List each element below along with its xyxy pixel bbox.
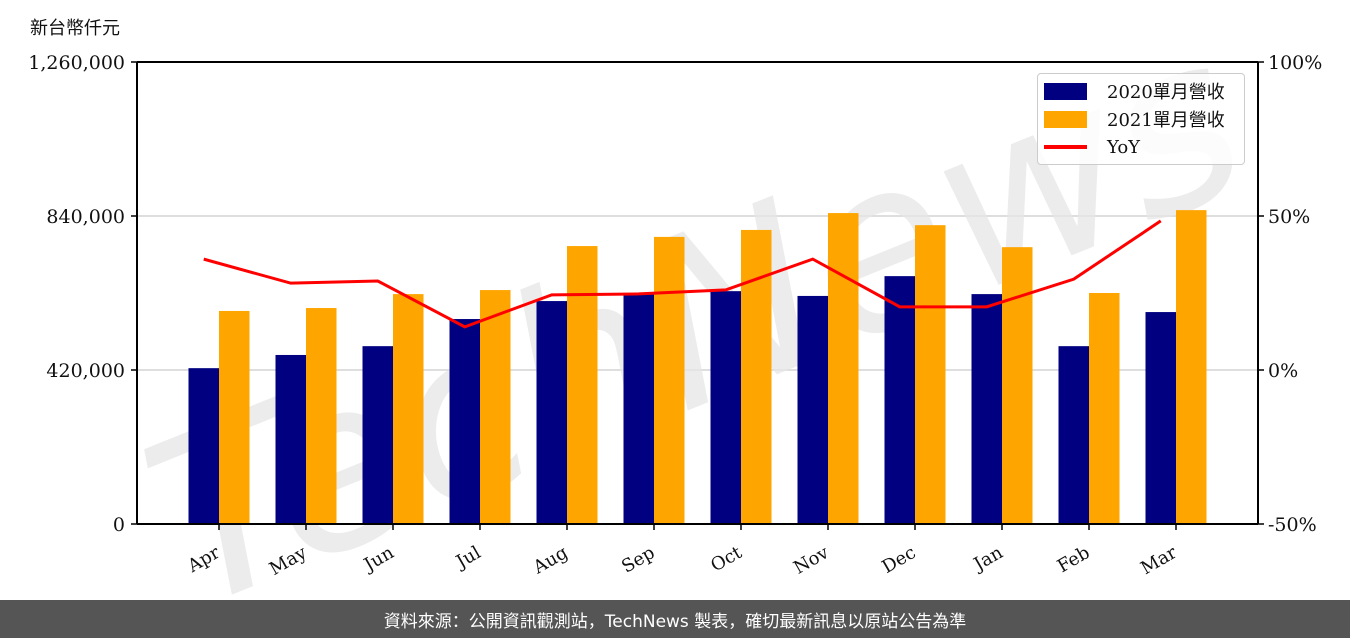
y2-tick-label: -50% bbox=[1268, 514, 1317, 536]
bar-2021 bbox=[1089, 293, 1120, 524]
bar-2020 bbox=[884, 276, 915, 524]
y-tick-label: 1,260,000 bbox=[28, 52, 125, 74]
bar-2020 bbox=[362, 346, 393, 524]
bar-2021 bbox=[393, 294, 424, 524]
y-tick-label: 420,000 bbox=[46, 360, 125, 382]
chart-area: 新台幣仟元 TechNews 0 420,000 840,000 1,260,000 -5… bbox=[28, 0, 1322, 600]
y2-tick-label: 100% bbox=[1268, 52, 1322, 74]
yoy-line bbox=[203, 219, 1162, 329]
x-tick-label: Mar bbox=[1137, 542, 1181, 579]
x-tick-label: Nov bbox=[790, 542, 833, 579]
legend-label-2021: 2021單月營收 bbox=[1107, 110, 1225, 131]
legend-item-yoy: YoY bbox=[1044, 134, 1140, 160]
y2-tick-label: 0% bbox=[1268, 360, 1298, 382]
legend-swatch-2021-icon bbox=[1044, 110, 1087, 128]
x-tick-label: Feb bbox=[1054, 542, 1094, 577]
bar-2021 bbox=[567, 246, 598, 525]
bar-2020 bbox=[1058, 346, 1089, 524]
y-tick-label: 840,000 bbox=[46, 206, 125, 228]
legend-item-2020: 2020單月營收 bbox=[1044, 78, 1225, 104]
legend-swatch-2020-icon bbox=[1044, 82, 1087, 100]
x-tick-label: Sep bbox=[618, 542, 658, 577]
bar-2021 bbox=[1002, 247, 1033, 524]
bar-2021 bbox=[480, 290, 511, 524]
bar-2020 bbox=[188, 368, 219, 524]
chart-legend: 2020單月營收 2021單月營收 YoY bbox=[1037, 73, 1245, 165]
bar-2020 bbox=[623, 293, 654, 524]
bar-line-chart: TechNews0420,000840,0001,260,000-50%0%50… bbox=[28, 0, 1322, 600]
bar-2020 bbox=[797, 295, 828, 524]
legend-label-yoy: YoY bbox=[1107, 136, 1141, 158]
footer-text: 資料來源：公開資訊觀測站，TechNews 製表，確切最新訊息以原站公告為準 bbox=[383, 611, 967, 632]
bar-2021 bbox=[306, 308, 337, 524]
x-tick-label: Oct bbox=[707, 542, 746, 577]
legend-label-2020: 2020單月營收 bbox=[1107, 82, 1225, 103]
legend-line-yoy-icon bbox=[1044, 145, 1087, 149]
x-tick-label: Dec bbox=[879, 542, 920, 578]
bar-2021 bbox=[915, 225, 946, 524]
x-tick-label: Jan bbox=[969, 542, 1007, 576]
source-footer: 資料來源：公開資訊觀測站，TechNews 製表，確切最新訊息以原站公告為準 bbox=[0, 600, 1350, 638]
y-tick-label: 0 bbox=[113, 514, 125, 536]
y2-tick-label: 50% bbox=[1268, 206, 1310, 228]
bar-2021 bbox=[1176, 210, 1207, 524]
x-tick-label: Aug bbox=[529, 542, 572, 579]
bar-2020 bbox=[449, 319, 480, 524]
bar-2021 bbox=[219, 310, 250, 524]
bar-2020 bbox=[275, 354, 306, 524]
bar-2021 bbox=[828, 213, 859, 525]
bar-2021 bbox=[654, 236, 685, 524]
bar-2020 bbox=[971, 294, 1002, 524]
y-axis-unit-label: 新台幣仟元 bbox=[30, 18, 120, 39]
bar-2020 bbox=[1145, 312, 1176, 524]
bar-2020 bbox=[536, 301, 567, 524]
legend-item-2021: 2021單月營收 bbox=[1044, 106, 1225, 132]
bar-2020 bbox=[710, 291, 741, 524]
